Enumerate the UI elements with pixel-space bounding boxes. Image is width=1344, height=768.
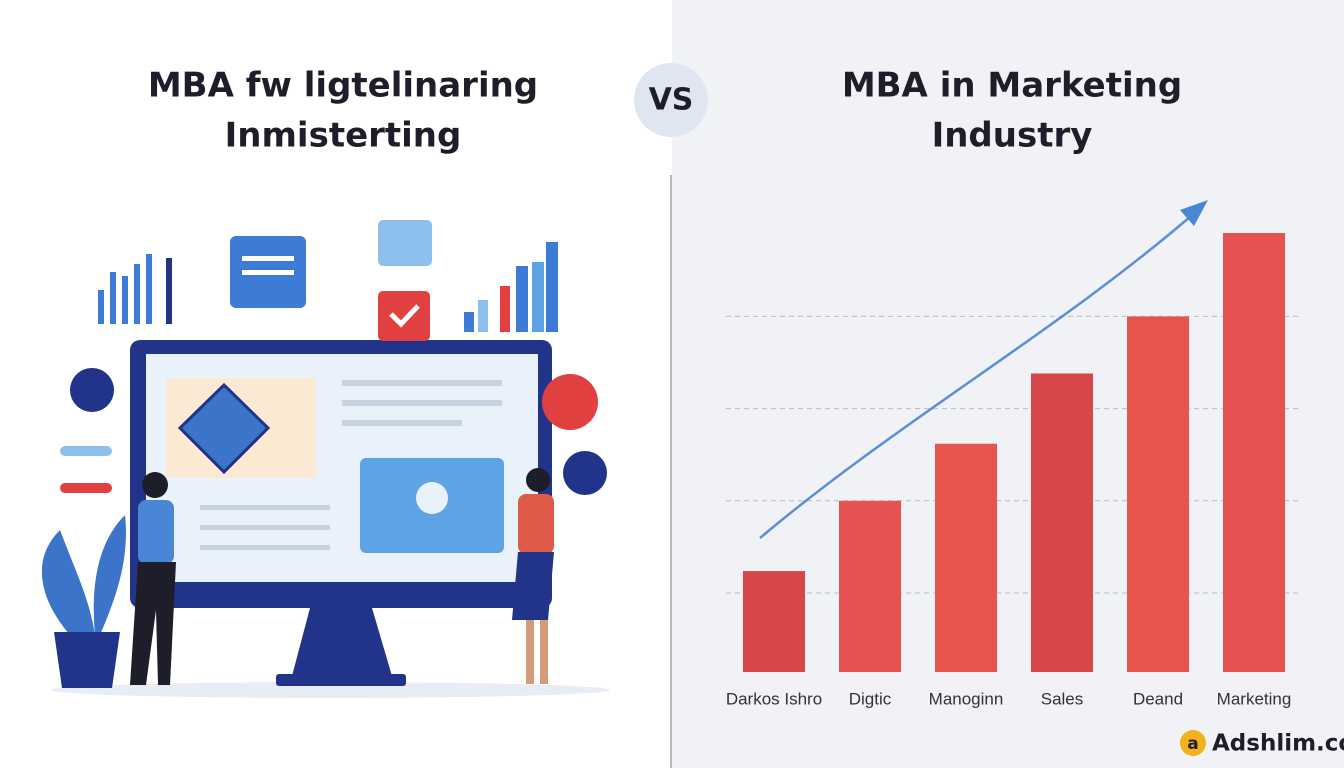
bar (1127, 316, 1189, 672)
x-tick-label: Manoginn (929, 689, 1004, 708)
watermark-icon: a (1187, 734, 1198, 754)
left-title-line: MBA fw ligtelinaring (148, 66, 538, 106)
illustration (41, 220, 610, 698)
right-title-line: MBA in Marketing (842, 66, 1182, 106)
x-tick-label: Marketing (1217, 689, 1292, 708)
bar (1031, 373, 1093, 672)
x-tick-label: Deand (1133, 689, 1183, 708)
bar (839, 500, 901, 672)
watermark-text: Adshlim.co (1212, 731, 1344, 757)
x-tick-label: Darkos Ishro (726, 689, 822, 708)
x-tick-label: Digtic (849, 689, 892, 708)
bar (935, 443, 997, 672)
x-tick-label: Sales (1041, 689, 1084, 708)
vs-text: VS (649, 83, 694, 118)
watermark-icon-bg (1180, 730, 1206, 756)
trend-arrow (759, 209, 1199, 539)
bar (1223, 233, 1285, 672)
right-title-line: Industry (932, 116, 1093, 156)
watermark: a Adshlim.co (1180, 730, 1344, 757)
vs-badge (634, 63, 708, 137)
trend-arrowhead (1180, 200, 1208, 226)
bar (743, 571, 805, 672)
left-title-line: Inmisterting (225, 116, 462, 156)
